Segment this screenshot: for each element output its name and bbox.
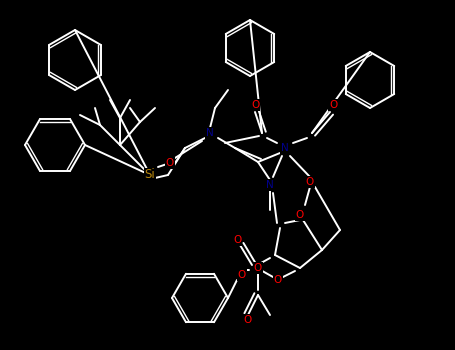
Text: O: O	[254, 263, 262, 273]
Text: N: N	[281, 143, 289, 153]
Text: O: O	[274, 275, 282, 285]
Text: O: O	[166, 158, 174, 168]
Text: O: O	[251, 100, 259, 110]
Text: O: O	[296, 210, 304, 220]
Text: O: O	[238, 270, 246, 280]
Text: O: O	[243, 315, 251, 325]
Text: O: O	[233, 235, 241, 245]
Text: Si: Si	[145, 168, 155, 182]
Text: N: N	[206, 128, 214, 138]
Text: N: N	[266, 180, 274, 190]
Text: O: O	[329, 100, 337, 110]
Text: O: O	[306, 177, 314, 187]
